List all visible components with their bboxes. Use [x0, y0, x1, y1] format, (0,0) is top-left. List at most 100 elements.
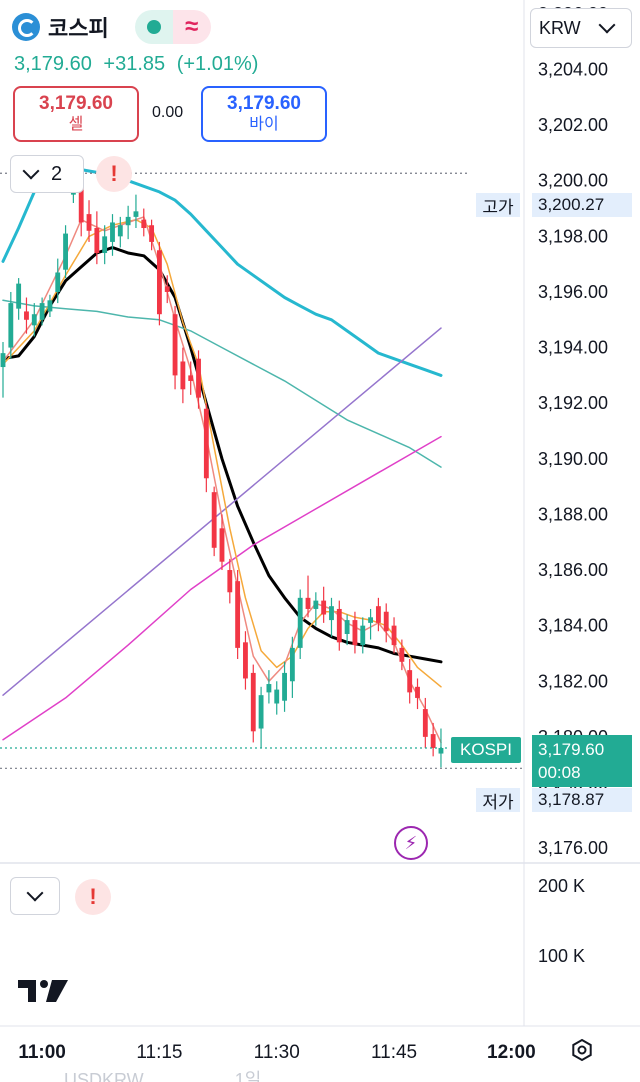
time-tick-label: 11:00 — [18, 1042, 66, 1063]
candle — [133, 194, 139, 229]
symbol-header[interactable]: 코스피 ≈ — [12, 10, 211, 44]
candle-body — [219, 528, 225, 562]
low-label: 저가 — [476, 788, 520, 812]
candle — [297, 589, 303, 660]
candle-body — [63, 233, 68, 270]
time-scale[interactable]: 11:00 11:15 11:30 11:45 12:00 — [18, 1042, 535, 1063]
sell-button[interactable]: 3,179.60 셀 — [13, 86, 139, 142]
candle-body — [39, 303, 45, 320]
gear-icon[interactable] — [570, 1038, 594, 1062]
high-label: 고가 — [476, 193, 520, 217]
candle — [110, 214, 115, 256]
candle — [399, 639, 405, 671]
exclamation-icon[interactable]: ! — [96, 156, 132, 192]
candlesticks — [0, 158, 444, 768]
low-value: 3,178.87 — [532, 788, 632, 812]
candle — [305, 575, 311, 618]
candle-body — [399, 647, 405, 662]
candle-body — [149, 225, 155, 242]
candle — [63, 225, 68, 279]
candle — [0, 342, 6, 398]
delayed-data-icon: ≈ — [172, 10, 211, 44]
market-status-pill[interactable]: ≈ — [134, 10, 211, 44]
ghost-symbol: USDKRW — [64, 1070, 144, 1082]
candle — [313, 592, 319, 626]
candle-body — [375, 606, 381, 623]
volume-tick-label: 200 K — [538, 876, 585, 896]
candle — [86, 200, 92, 242]
price-tick-label: 3,200.00 — [538, 171, 608, 191]
candle-body — [141, 219, 147, 229]
candle-body — [243, 642, 248, 679]
currency-value: KRW — [539, 17, 581, 38]
candle-body — [133, 211, 139, 217]
price-tick-label: 3,182.00 — [538, 671, 608, 691]
candle — [360, 617, 366, 654]
chevron-down-icon — [22, 162, 40, 180]
candle — [211, 486, 217, 557]
candle-body — [227, 570, 233, 593]
candle-body — [266, 684, 272, 693]
candle-body — [117, 225, 123, 237]
candle-body — [407, 670, 413, 693]
candle — [235, 570, 241, 660]
bottom-ghost-text: USDKRW 1일 — [64, 1066, 347, 1082]
indicator-count: 2 — [51, 162, 63, 185]
candle-body — [297, 597, 303, 648]
candle-body — [203, 408, 209, 479]
time-tick-label: 11:30 — [254, 1042, 300, 1063]
bar-countdown: 00:08 — [538, 763, 581, 782]
tradingview-logo-icon[interactable] — [18, 976, 70, 1004]
spread-value: 0.00 — [152, 104, 184, 121]
symbol-name[interactable]: 코스피 — [48, 16, 109, 41]
candle — [172, 305, 178, 390]
candle — [141, 208, 147, 237]
candle — [164, 275, 170, 304]
exclamation-icon[interactable]: ! — [75, 879, 111, 915]
chevron-down-icon — [598, 16, 616, 34]
candle — [203, 403, 209, 493]
candle-body — [0, 353, 6, 368]
lightning-icon[interactable]: ⚡ — [394, 826, 428, 860]
candle-body — [438, 747, 444, 754]
price-tick-label: 3,192.00 — [538, 393, 608, 413]
candle-body — [164, 286, 170, 292]
candle-body — [321, 600, 327, 615]
price-tick-label: 3,176.00 — [538, 838, 608, 858]
candle — [422, 697, 428, 748]
candle — [227, 558, 233, 604]
candle — [415, 678, 420, 710]
candle-body — [196, 358, 201, 398]
candle-body — [110, 222, 115, 242]
indicators-toggle-button[interactable]: 2 — [10, 155, 84, 193]
candle — [383, 603, 389, 643]
last-price: 3,179.60 — [14, 53, 92, 75]
buy-price: 3,179.60 — [227, 93, 301, 114]
candle — [289, 636, 295, 698]
candle-body — [313, 600, 319, 609]
volume-scale[interactable]: 200 K 100 K — [538, 876, 585, 966]
price-tick-label: 3,194.00 — [538, 338, 608, 358]
price-change: +31.85 — [103, 53, 166, 75]
buy-button[interactable]: 3,179.60 바이 — [201, 86, 327, 142]
volume-tick-label: 100 K — [538, 946, 585, 966]
candle-body — [188, 375, 194, 381]
candle-body — [16, 283, 22, 309]
chevron-down-icon — [26, 884, 44, 902]
axes — [0, 0, 640, 1027]
price-tick-label: 3,190.00 — [538, 449, 608, 469]
time-tick-label: 11:45 — [371, 1042, 417, 1063]
price-tick-label: 3,186.00 — [538, 560, 608, 580]
volume-collapse-button[interactable] — [10, 877, 60, 915]
candle-body — [329, 606, 334, 621]
price-scale[interactable]: 3,176.003,178.003,180.003,182.003,184.00… — [538, 4, 608, 858]
moving-average-line — [2, 218, 442, 688]
ghost-interval: 1일 — [234, 1070, 262, 1082]
candle-body — [172, 314, 178, 376]
candle-body — [55, 272, 61, 292]
currency-select[interactable]: KRW — [530, 8, 632, 48]
candle — [329, 597, 334, 637]
candle — [336, 600, 342, 651]
candle — [344, 614, 350, 646]
